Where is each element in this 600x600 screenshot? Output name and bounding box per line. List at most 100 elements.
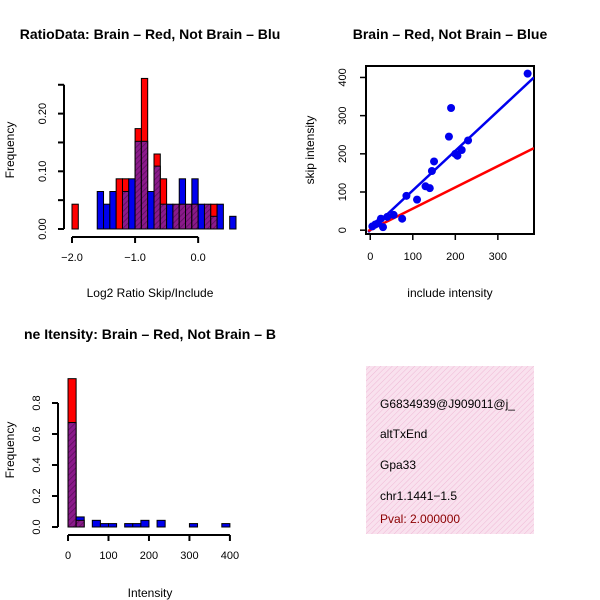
ratio-x-tick-label: −2.0 [61, 252, 83, 264]
intensity-x-tick-label: 0 [65, 550, 71, 562]
scatter-point [402, 191, 411, 200]
ratio-bar-blue [147, 191, 155, 230]
scatter-point [376, 214, 385, 223]
ratio-bar-overlap [172, 203, 180, 230]
intensity-bar-blue [156, 519, 166, 528]
ratio-bar-overlap [178, 203, 187, 230]
ratio-histogram-axes: −2.0 −1.0 0.0 0.00 0.10 0.20 [37, 83, 206, 264]
intensity-histogram-title: ne Itensity: Brain – Red, Not Brain – B [24, 326, 276, 342]
info-event-type: altTxEnd [380, 427, 427, 441]
scatter-point [379, 223, 388, 232]
intensity-bar-overlap [67, 422, 77, 528]
ratio-bar-blue [216, 203, 224, 230]
intensity-bar-blue [99, 523, 109, 528]
ratio-bar-blue [103, 203, 111, 230]
intensity-y-tick-label: 0.2 [31, 488, 43, 503]
info-pval: Pval: 2.000000 [380, 512, 460, 526]
intensity-x-tick-label: 200 [140, 550, 158, 562]
intensity-histogram-bars [67, 378, 231, 528]
ratio-histogram-bars [71, 77, 237, 230]
ratio-histogram-xlabel: Log2 Ratio Skip/Include [87, 286, 214, 300]
intensity-histogram-axes: 0 100 200 300 400 0.0 0.2 0.4 0.6 0.8 [31, 395, 239, 562]
ratio-histogram-title: RatioData: Brain – Red, Not Brain – Blu [20, 26, 281, 42]
scatter-y-tick-label: 300 [337, 106, 349, 124]
scatter-axes: 0 100 200 300 0 100 200 300 400 [337, 68, 507, 263]
scatter-y-tick-label: 200 [337, 145, 349, 163]
intensity-y-tick-label: 0.4 [31, 457, 43, 472]
ratio-bar-overlap [159, 203, 168, 230]
intensity-histogram-xlabel: Intensity [128, 586, 173, 600]
scatter-ylabel: skip intensity [303, 116, 317, 185]
ratio-histogram-ylabel: Frequency [3, 122, 17, 179]
scatter-y-tick-label: 400 [337, 68, 349, 86]
scatter-point [447, 104, 456, 112]
scatter-point [523, 69, 532, 78]
info-panel-background [366, 366, 534, 534]
ratio-bar-blue [197, 203, 205, 230]
ratio-bar-overlap [185, 203, 193, 230]
scatter-plot-frame [365, 65, 535, 235]
intensity-bar-blue [132, 523, 142, 528]
scatter-x-tick-label: 0 [367, 251, 373, 263]
ratio-x-tick-label: 0.0 [191, 252, 206, 264]
intensity-bar-overlap [75, 519, 85, 528]
intensity-y-tick-label: 0.6 [31, 426, 43, 441]
ratio-bar-overlap [203, 203, 212, 230]
scatter-point [425, 184, 434, 193]
ratio-bar-blue [96, 191, 105, 230]
ratio-bar-overlap [140, 140, 149, 230]
ratio-bar-blue [229, 215, 237, 230]
intensity-scatter-panel: Brain – Red, Not Brain – Blue include in… [303, 26, 547, 300]
ratio-bar-overlap [210, 215, 218, 230]
info-location: chr1.1441−1.5 [380, 489, 457, 503]
scatter-x-tick-label: 100 [404, 251, 422, 263]
ratio-bar-red [115, 178, 123, 230]
ratio-bar-blue [166, 203, 174, 230]
scatter-x-tick-label: 200 [446, 251, 464, 263]
ratio-y-tick-label: 0.00 [37, 218, 49, 239]
intensity-histogram-ylabel: Frequency [3, 422, 17, 479]
ratio-bar-blue [109, 191, 117, 230]
scatter-y-tick-label: 100 [337, 183, 349, 201]
intensity-bar-blue [107, 523, 118, 528]
scatter-point [413, 195, 422, 204]
intensity-bar-blue [140, 519, 150, 528]
intensity-y-tick-label: 0.8 [31, 395, 43, 410]
ratio-bar-blue [128, 178, 136, 230]
scatter-point [427, 167, 436, 175]
intensity-bar-blue [124, 523, 134, 528]
scatter-marks [367, 69, 534, 234]
scatter-point [464, 136, 473, 145]
intensity-histogram-panel: ne Itensity: Brain – Red, Not Brain – B … [3, 326, 276, 600]
scatter-point [444, 132, 453, 141]
intensity-bar-blue [188, 523, 199, 528]
ratio-histogram-panel: RatioData: Brain – Red, Not Brain – Blu … [3, 26, 280, 300]
ratio-bar-overlap [121, 191, 130, 230]
scatter-point [453, 151, 462, 160]
scatter-point [389, 210, 398, 219]
intensity-y-tick-label: 0.0 [31, 519, 43, 534]
scatter-point [430, 157, 439, 166]
scatter-title: Brain – Red, Not Brain – Blue [353, 26, 548, 42]
info-id-line: G6834939@J909011@j_ [380, 397, 515, 411]
scatter-point [398, 214, 407, 223]
ratio-bar-overlap [191, 203, 199, 230]
intensity-bar-blue [91, 519, 101, 528]
ratio-x-tick-label: −1.0 [124, 252, 146, 264]
ratio-bar-red [71, 203, 79, 230]
intensity-x-tick-label: 300 [180, 550, 198, 562]
scatter-y-tick-label: 0 [337, 227, 349, 233]
intensity-bar-blue [221, 523, 231, 528]
scatter-point [383, 212, 392, 221]
scatter-xlabel: include intensity [407, 286, 492, 300]
scatter-point [457, 146, 466, 154]
intensity-x-tick-label: 100 [99, 550, 117, 562]
ratio-bar-overlap [134, 140, 142, 230]
info-gene: Gpa33 [380, 458, 416, 472]
scatter-x-tick-label: 300 [489, 251, 507, 263]
ratio-y-tick-label: 0.10 [37, 161, 49, 182]
intensity-x-tick-label: 400 [221, 550, 239, 562]
ratio-bar-overlap [153, 165, 161, 230]
ratio-y-tick-label: 0.20 [37, 103, 49, 124]
